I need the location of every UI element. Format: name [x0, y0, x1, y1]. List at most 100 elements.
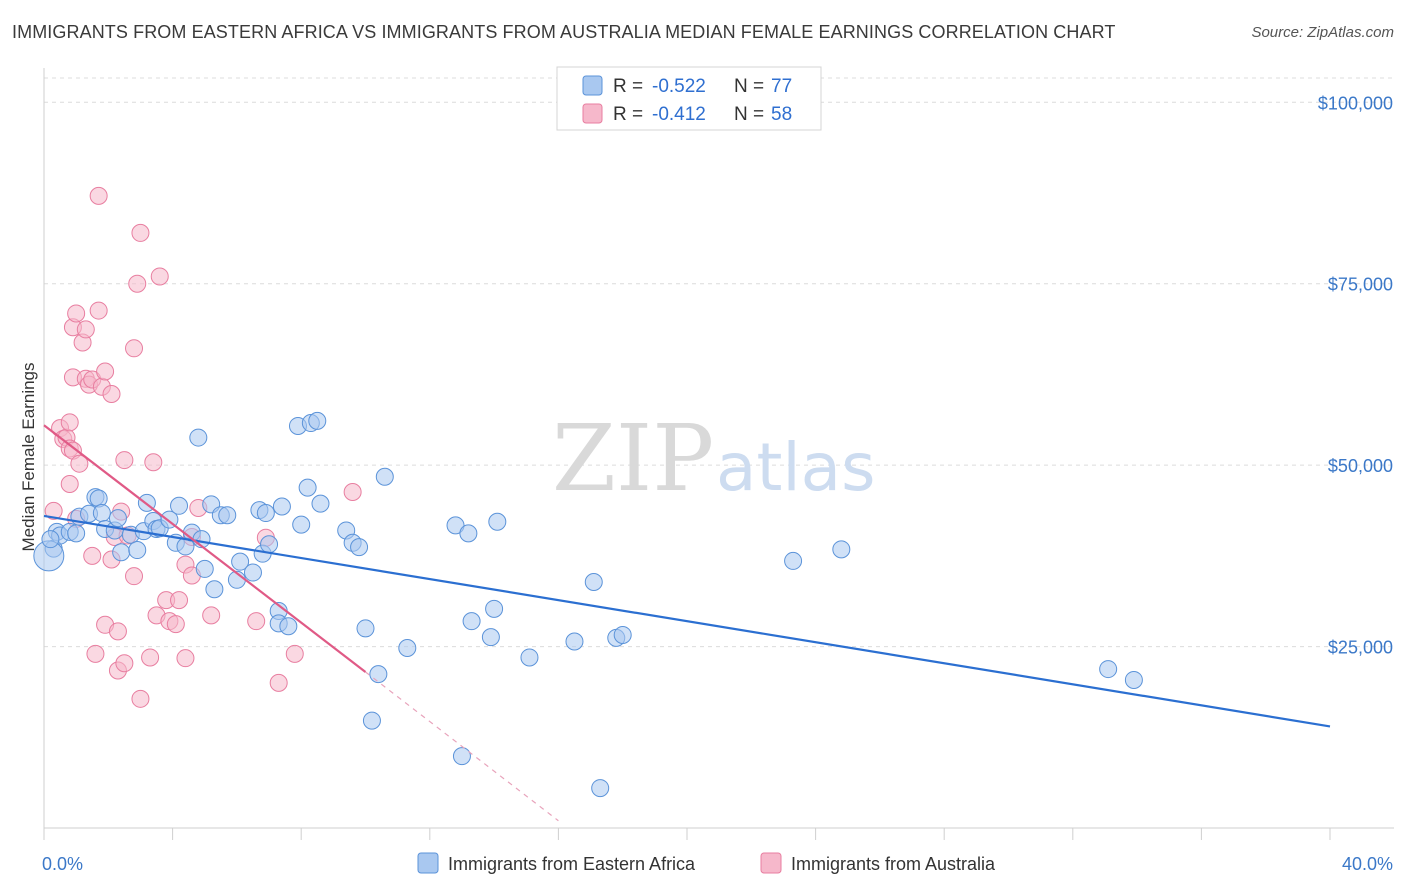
australia-point [76, 320, 95, 339]
eastern-africa-point [350, 538, 369, 557]
eastern-africa-point [279, 617, 298, 636]
eastern-africa-point [375, 467, 394, 486]
australia-point [150, 267, 169, 286]
correlation-legend: R = -0.522 N = 77 R = -0.412 N = 58 [556, 66, 822, 131]
eastern-africa-point [1124, 670, 1143, 689]
australia-point [96, 362, 115, 381]
australia-point [67, 304, 86, 323]
eastern-africa-point [613, 625, 632, 644]
legend-r-value: -0.412 [652, 104, 706, 125]
australia-point [269, 673, 288, 692]
australia-point [285, 644, 304, 663]
australia-point [176, 649, 195, 668]
y-tick-label: $25,000 [1328, 638, 1393, 658]
x-tick-label: 0.0% [42, 854, 83, 874]
australia-point [170, 591, 189, 610]
eastern-africa-point [485, 599, 504, 618]
chart-source: Source: ZipAtlas.com [1251, 24, 1394, 41]
eastern-africa-point [41, 530, 60, 549]
eastern-africa-point [231, 552, 250, 571]
legend-r-label: R = [613, 104, 643, 125]
eastern-africa-point [584, 572, 603, 591]
australia-trend-extension [365, 671, 559, 822]
eastern-africa-point [832, 540, 851, 559]
eastern-africa-point [481, 628, 500, 647]
australia-point [141, 648, 160, 667]
australia-point [89, 186, 108, 205]
eastern-africa-point [195, 559, 214, 578]
legend-n-label: N = [734, 76, 764, 97]
eastern-africa-point [260, 535, 279, 554]
tick-labels: $25,000 $50,000 $75,000 $100,000 0.0% 40.0% [42, 93, 1393, 874]
australia-point [166, 615, 185, 634]
y-tick-label: $75,000 [1328, 275, 1393, 295]
chart-title: IMMIGRANTS FROM EASTERN AFRICA VS IMMIGR… [12, 22, 1116, 42]
eastern-africa-point [446, 516, 465, 535]
eastern-africa-point [520, 648, 539, 667]
watermark-atlas: atlas [716, 429, 876, 506]
eastern-africa-point [112, 543, 131, 562]
eastern-africa-point [298, 478, 317, 497]
bottom-legend-label: Immigrants from Australia [791, 854, 996, 874]
australia-point [108, 622, 127, 641]
eastern-africa-point [369, 665, 388, 684]
eastern-africa-trend-line [43, 514, 1331, 728]
legend-swatch-pink [582, 103, 603, 124]
legend-n-value: 77 [771, 76, 792, 97]
bottom-legend-label: Immigrants from Eastern Africa [448, 854, 696, 874]
eastern-africa-point [1099, 660, 1118, 679]
legend-r-value: -0.522 [652, 76, 706, 97]
australia-point [247, 612, 266, 631]
eastern-africa-point [784, 551, 803, 570]
australia-point [115, 654, 134, 673]
australia-point [131, 689, 150, 708]
eastern-africa-point [591, 779, 610, 798]
australia-point [44, 501, 63, 520]
australia-point [83, 546, 102, 565]
eastern-africa-point [92, 504, 111, 523]
series-legend: Immigrants from Eastern Africa Immigrant… [417, 852, 996, 874]
eastern-africa-point [398, 639, 417, 658]
australia-point [202, 606, 221, 625]
eastern-africa-point [459, 524, 478, 543]
australia-point [343, 482, 362, 501]
y-tick-label: $100,000 [1318, 93, 1393, 113]
eastern-africa-point [488, 512, 507, 531]
australia-point [115, 451, 134, 470]
series-australia-points [44, 186, 362, 708]
legend-n-label: N = [734, 104, 764, 125]
eastern-africa-point [67, 524, 86, 543]
eastern-africa-point [452, 747, 471, 766]
eastern-africa-point [311, 494, 330, 513]
legend-n-value: 58 [771, 104, 792, 125]
australia-point [144, 453, 163, 472]
australia-point [60, 413, 79, 432]
australia-point [70, 454, 89, 473]
legend-r-label: R = [613, 76, 643, 97]
eastern-africa-point [189, 428, 208, 447]
eastern-africa-point [108, 509, 127, 528]
trend-lines [43, 424, 1331, 822]
eastern-africa-point [462, 612, 481, 631]
bottom-legend-swatch-blue [417, 852, 439, 874]
eastern-africa-point [256, 504, 275, 523]
y-tick-label: $50,000 [1328, 456, 1393, 476]
legend-swatch-blue [582, 75, 603, 96]
eastern-africa-point [243, 563, 262, 582]
series-eastern-africa-points [33, 411, 1143, 798]
eastern-africa-point [170, 496, 189, 515]
axes [43, 68, 1394, 840]
bottom-legend-swatch-pink [760, 852, 782, 874]
x-tick-label: 40.0% [1342, 854, 1393, 874]
australia-point [125, 567, 144, 586]
australia-point [60, 475, 79, 494]
y-axis-title: Median Female Earnings [19, 363, 38, 552]
australia-point [102, 385, 121, 404]
australia-point [128, 274, 147, 293]
australia-point [86, 644, 105, 663]
australia-point [125, 339, 144, 358]
eastern-africa-point [356, 619, 375, 638]
eastern-africa-point [128, 541, 147, 560]
eastern-africa-point [205, 580, 224, 599]
